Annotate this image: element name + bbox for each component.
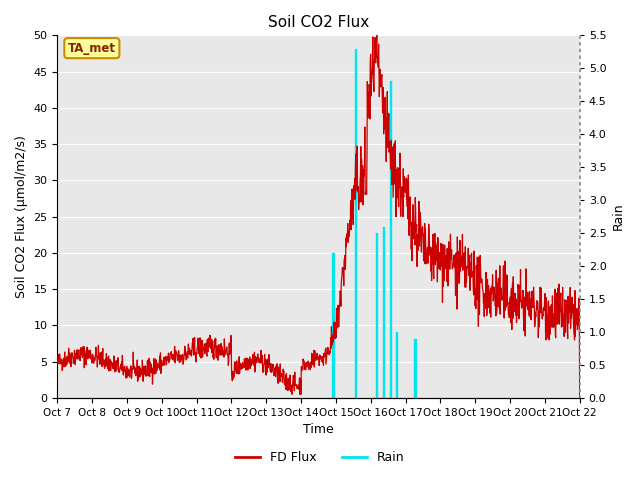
Polygon shape [376,233,378,398]
Polygon shape [355,48,356,398]
Y-axis label: Soil CO2 Flux (μmol/m2/s): Soil CO2 Flux (μmol/m2/s) [15,135,28,298]
Y-axis label: Rain: Rain [612,203,625,230]
Polygon shape [390,82,391,398]
Polygon shape [332,253,334,398]
Polygon shape [414,338,415,398]
Polygon shape [396,332,397,398]
Legend: FD Flux, Rain: FD Flux, Rain [230,446,410,469]
X-axis label: Time: Time [303,423,334,436]
Polygon shape [383,227,385,398]
Title: Soil CO2 Flux: Soil CO2 Flux [268,15,369,30]
Text: TA_met: TA_met [68,42,116,55]
